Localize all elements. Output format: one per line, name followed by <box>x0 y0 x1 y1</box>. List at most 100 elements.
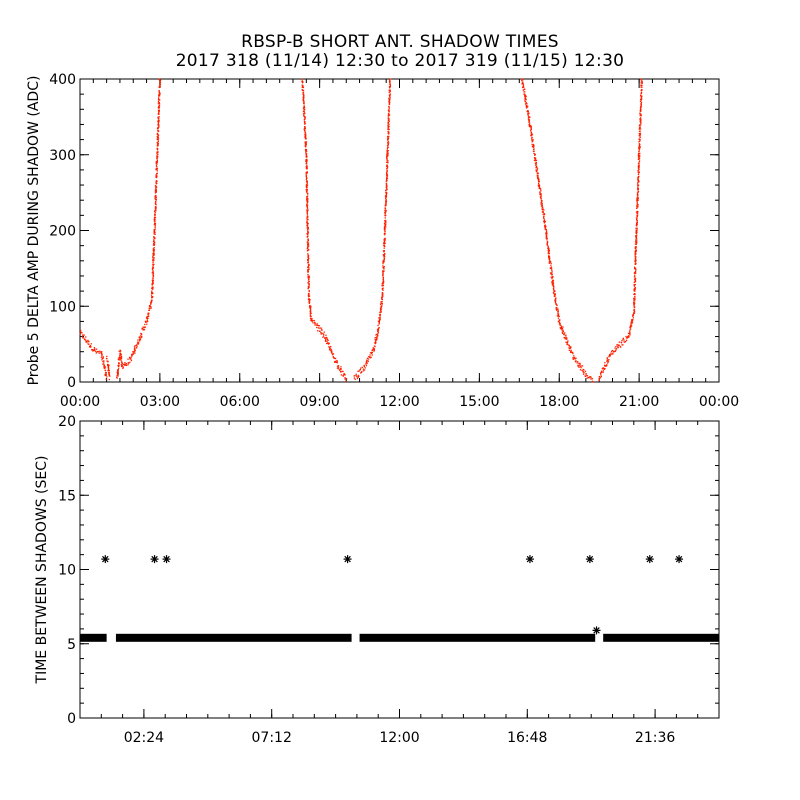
data-point <box>522 86 524 88</box>
data-point <box>615 348 618 350</box>
data-point <box>303 101 305 104</box>
x-tick-label: 00:00 <box>699 394 739 410</box>
data-point <box>305 185 308 187</box>
data-point <box>638 144 641 146</box>
data-point <box>357 376 359 379</box>
data-point <box>384 212 386 215</box>
data-point <box>307 242 310 244</box>
data-point <box>608 356 610 358</box>
data-point <box>101 359 103 361</box>
data-point <box>381 305 383 307</box>
data-point <box>384 211 387 213</box>
data-point <box>629 326 631 328</box>
data-point <box>153 263 155 266</box>
data-point <box>586 377 588 379</box>
data-point <box>634 298 636 301</box>
data-point <box>386 149 388 151</box>
data-point <box>157 138 160 140</box>
data-point <box>326 338 329 341</box>
data-point <box>535 164 537 167</box>
data-point <box>638 160 641 162</box>
data-point <box>156 161 158 163</box>
data-point <box>383 258 385 261</box>
data-point <box>153 237 156 239</box>
data-point <box>370 351 373 354</box>
data-point <box>380 311 382 313</box>
data-point <box>542 211 544 214</box>
data-point <box>156 170 158 172</box>
data-point <box>117 375 119 377</box>
data-point <box>155 175 157 177</box>
data-point <box>387 125 390 127</box>
data-point <box>384 208 386 210</box>
data-point <box>157 153 159 156</box>
data-point <box>385 219 387 222</box>
data-point <box>525 104 527 107</box>
data-point <box>386 175 388 178</box>
data-point <box>306 197 308 199</box>
data-point <box>377 327 379 330</box>
data-point <box>118 350 120 352</box>
data-point <box>573 356 576 359</box>
data-point <box>552 282 555 284</box>
data-point <box>304 132 307 134</box>
data-point <box>308 278 310 280</box>
data-point <box>321 332 323 334</box>
data-point <box>152 271 154 273</box>
data-point <box>545 236 548 238</box>
data-point <box>306 247 309 249</box>
data-point <box>152 280 154 282</box>
data-point <box>355 375 358 377</box>
data-point <box>382 267 385 269</box>
data-point <box>579 362 581 365</box>
data-point <box>640 86 642 88</box>
data-point <box>387 132 390 134</box>
data-point <box>530 131 532 133</box>
data-point <box>388 98 390 100</box>
data-point <box>156 168 158 170</box>
data-point <box>143 328 146 331</box>
data-point <box>603 364 606 366</box>
data-point <box>635 239 637 241</box>
data-point <box>606 364 608 366</box>
data-point <box>575 357 577 359</box>
data-point <box>548 249 551 251</box>
data-point <box>305 186 308 188</box>
data-point <box>152 272 155 275</box>
data-point <box>522 79 524 81</box>
data-point <box>155 201 157 203</box>
data-point <box>634 267 636 270</box>
data-point <box>635 256 637 258</box>
data-point <box>551 269 553 271</box>
data-point <box>151 300 153 303</box>
data-point <box>580 365 582 367</box>
data-point <box>319 330 321 332</box>
data-point <box>379 314 381 316</box>
data-point <box>303 115 305 117</box>
data-point <box>127 362 129 364</box>
data-point <box>540 195 542 197</box>
data-point <box>154 202 157 204</box>
data-point <box>634 252 636 254</box>
data-point <box>634 277 637 280</box>
data-point <box>555 297 557 299</box>
data-point <box>375 340 377 342</box>
data-point <box>632 312 635 314</box>
data-point <box>537 179 540 181</box>
data-point <box>612 350 615 352</box>
data-point <box>548 259 551 261</box>
data-point <box>101 351 103 353</box>
data-point <box>157 105 160 108</box>
data-point <box>124 364 126 367</box>
data-point <box>303 121 306 123</box>
data-point <box>388 99 390 101</box>
data-point <box>635 262 637 265</box>
y-tick-label: 20 <box>58 414 76 430</box>
data-point <box>323 333 325 336</box>
data-point <box>635 227 637 229</box>
data-point <box>387 133 390 135</box>
data-point <box>636 198 638 201</box>
data-point <box>559 323 561 325</box>
data-point <box>561 332 564 334</box>
data-point <box>144 320 147 323</box>
